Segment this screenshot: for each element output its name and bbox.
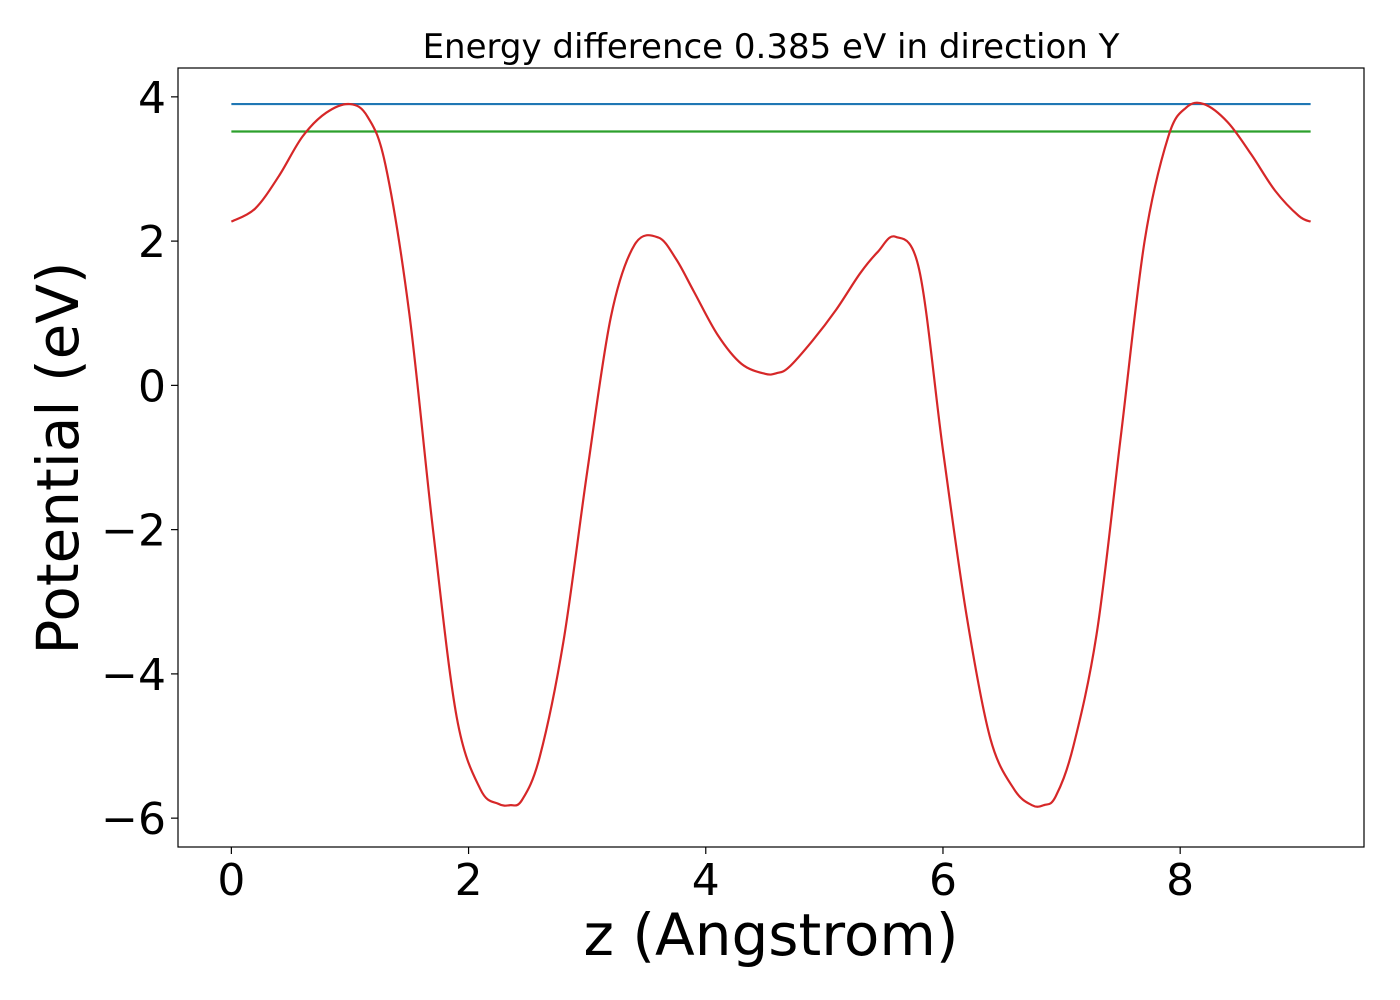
y-axis-ticks: −6 −4 −2 0 2 4 [101,73,178,845]
plot-background [178,68,1364,847]
chart-title: Energy difference 0.385 eV in direction … [423,27,1120,67]
y-tick-label: 4 [138,73,166,124]
x-axis-label: z (Angstrom) [584,901,959,969]
y-tick-label: −4 [101,650,166,701]
y-tick-label: 0 [138,361,166,412]
x-tick-label: 4 [692,855,720,906]
x-tick-label: 8 [1166,855,1194,906]
y-tick-label: −6 [101,794,166,845]
y-axis-label: Potential (eV) [24,261,92,654]
x-axis-ticks: 0 2 4 6 8 [217,847,1194,906]
x-tick-label: 6 [929,855,957,906]
series-line-red [230,101,1312,808]
x-tick-label: 0 [217,855,245,906]
plot-frame [177,67,1365,848]
x-tick-label: 2 [455,855,483,906]
series-layer [230,101,1312,808]
y-tick-label: −2 [101,506,166,557]
y-tick-label: 2 [138,217,166,268]
